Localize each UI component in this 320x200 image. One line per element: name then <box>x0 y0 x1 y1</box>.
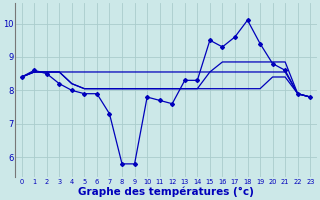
X-axis label: Graphe des températures (°c): Graphe des températures (°c) <box>78 186 254 197</box>
